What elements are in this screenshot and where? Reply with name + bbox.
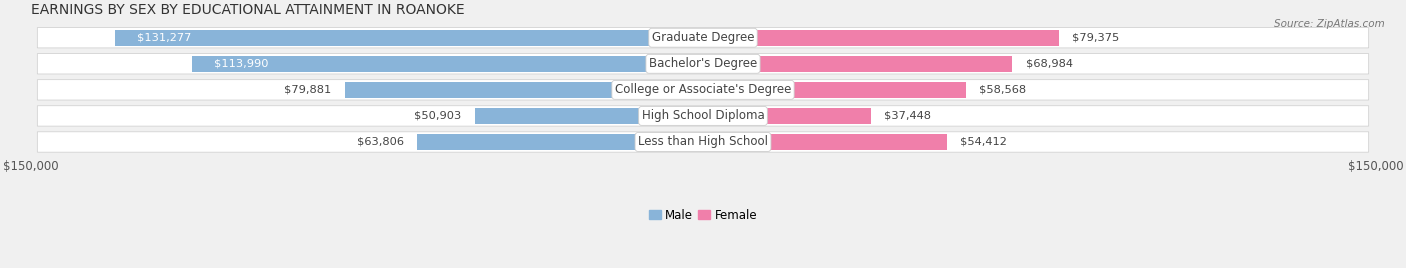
Text: $131,277: $131,277	[136, 33, 191, 43]
FancyBboxPatch shape	[38, 132, 1368, 152]
Text: $54,412: $54,412	[960, 137, 1007, 147]
Bar	[703, 56, 1012, 72]
Text: High School Diploma: High School Diploma	[641, 109, 765, 122]
FancyBboxPatch shape	[38, 106, 1368, 126]
Text: $63,806: $63,806	[357, 137, 404, 147]
Text: $37,448: $37,448	[884, 111, 931, 121]
Text: Source: ZipAtlas.com: Source: ZipAtlas.com	[1274, 19, 1385, 29]
FancyBboxPatch shape	[38, 28, 1368, 48]
Text: Graduate Degree: Graduate Degree	[652, 31, 754, 44]
Legend: Male, Female: Male, Female	[644, 204, 762, 226]
Bar	[475, 108, 703, 124]
Text: EARNINGS BY SEX BY EDUCATIONAL ATTAINMENT IN ROANOKE: EARNINGS BY SEX BY EDUCATIONAL ATTAINMEN…	[31, 3, 464, 17]
Text: $79,375: $79,375	[1073, 33, 1119, 43]
FancyBboxPatch shape	[38, 80, 1368, 100]
Text: College or Associate's Degree: College or Associate's Degree	[614, 83, 792, 96]
FancyBboxPatch shape	[38, 54, 1368, 74]
Bar	[703, 82, 966, 98]
Text: Less than High School: Less than High School	[638, 136, 768, 148]
Text: $68,984: $68,984	[1026, 59, 1073, 69]
Text: Bachelor's Degree: Bachelor's Degree	[650, 57, 756, 70]
Text: $113,990: $113,990	[215, 59, 269, 69]
Bar	[703, 30, 1059, 46]
Text: $50,903: $50,903	[415, 111, 461, 121]
Bar	[703, 108, 870, 124]
Text: $58,568: $58,568	[979, 85, 1026, 95]
Bar	[418, 134, 703, 150]
Bar	[193, 56, 703, 72]
Bar	[114, 30, 703, 46]
Bar	[703, 134, 946, 150]
Text: $79,881: $79,881	[284, 85, 332, 95]
Bar	[344, 82, 703, 98]
